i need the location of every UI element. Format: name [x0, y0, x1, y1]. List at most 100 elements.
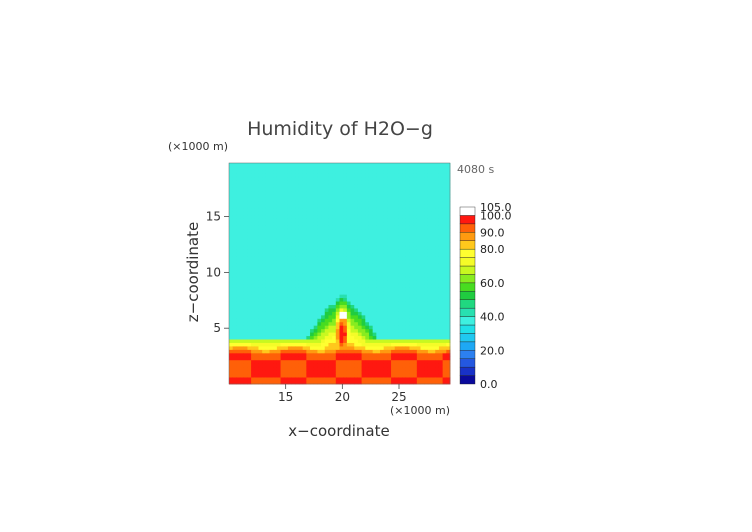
- field-cell: [232, 245, 237, 250]
- field-cell: [413, 335, 418, 340]
- field-cell: [317, 183, 322, 188]
- field-cell: [240, 287, 245, 292]
- field-cell: [365, 242, 370, 247]
- field-cell: [402, 342, 407, 347]
- field-cell: [391, 190, 396, 195]
- field-cell: [354, 242, 359, 247]
- field-cell: [387, 352, 392, 357]
- field-cell: [265, 339, 270, 343]
- field-cell: [306, 311, 311, 316]
- field-cell: [243, 346, 248, 350]
- field-cell: [435, 304, 440, 309]
- field-cell: [258, 256, 263, 261]
- field-cell: [287, 290, 293, 295]
- field-cell: [276, 311, 281, 316]
- field-cell: [442, 232, 447, 236]
- field-cell: [416, 342, 421, 347]
- field-cell: [368, 228, 374, 233]
- field-cell: [405, 335, 410, 340]
- field-cell: [398, 221, 403, 226]
- field-cell: [438, 280, 444, 285]
- field-cell: [276, 221, 281, 226]
- field-cell: [413, 304, 418, 309]
- field-cell: [295, 349, 300, 354]
- field-cell: [332, 304, 337, 309]
- field-cell: [306, 163, 311, 167]
- field-cell: [438, 276, 444, 281]
- field-cell: [229, 197, 234, 202]
- field-cell: [306, 225, 311, 230]
- field-cell: [446, 169, 451, 174]
- field-cell: [402, 211, 407, 216]
- colorbar-swatch: [459, 240, 476, 250]
- field-cell: [306, 283, 311, 288]
- field-cell: [276, 204, 281, 209]
- field-cell: [254, 214, 259, 219]
- field-cell: [335, 221, 340, 226]
- field-cell: [306, 200, 311, 205]
- field-cell: [287, 297, 293, 302]
- field-cell: [350, 225, 355, 230]
- field-cell: [350, 311, 355, 316]
- field-cell: [335, 346, 340, 350]
- field-cell: [284, 280, 289, 285]
- field-cell: [240, 276, 245, 281]
- field-cell: [291, 238, 296, 243]
- field-cell: [387, 308, 392, 312]
- field-cell: [402, 166, 407, 171]
- field-cell: [431, 194, 436, 198]
- field-cell: [247, 283, 252, 288]
- field-cell: [306, 346, 311, 350]
- field-cell: [269, 297, 274, 302]
- field-cell: [424, 190, 429, 195]
- field-cell: [357, 211, 362, 216]
- field-cell: [413, 200, 418, 205]
- field-cell: [254, 308, 259, 312]
- field-cell: [427, 332, 432, 337]
- field-cell: [350, 204, 355, 209]
- field-cell: [361, 266, 366, 271]
- field-cell: [372, 228, 377, 233]
- field-cell: [372, 352, 377, 357]
- field-cell: [295, 311, 300, 316]
- field-cell: [302, 349, 307, 354]
- field-cell: [247, 318, 252, 323]
- field-cell: [313, 245, 318, 250]
- field-cell: [339, 297, 344, 302]
- field-cell: [376, 173, 381, 178]
- field-cell: [402, 245, 407, 250]
- field-cell: [376, 180, 381, 185]
- field-cell: [317, 363, 322, 368]
- field-cell: [350, 211, 355, 216]
- x-tick-label: 20: [335, 390, 350, 404]
- field-cell: [405, 349, 410, 354]
- field-cell: [354, 232, 359, 236]
- field-cell: [229, 183, 234, 188]
- field-cell: [372, 259, 377, 264]
- field-cell: [332, 197, 337, 202]
- field-cell: [335, 359, 340, 364]
- field-cell: [442, 190, 447, 195]
- field-cell: [313, 297, 318, 302]
- field-cell: [402, 363, 407, 368]
- field-cell: [321, 228, 326, 233]
- field-cell: [427, 304, 432, 309]
- field-cell: [354, 225, 359, 230]
- field-cell: [383, 214, 388, 219]
- field-cell: [357, 232, 362, 236]
- field-cell: [332, 263, 337, 267]
- field-cell: [346, 187, 351, 192]
- field-cell: [291, 276, 296, 281]
- field-cell: [361, 232, 366, 236]
- field-cell: [313, 207, 318, 212]
- field-cell: [287, 190, 293, 195]
- field-cell: [243, 370, 248, 375]
- field-cell: [372, 221, 377, 226]
- field-cell: [247, 373, 252, 378]
- field-cell: [243, 270, 248, 274]
- field-cell: [236, 270, 241, 274]
- field-cell: [357, 200, 362, 205]
- field-cell: [372, 349, 377, 354]
- field-cell: [280, 263, 285, 267]
- field-cell: [302, 225, 307, 230]
